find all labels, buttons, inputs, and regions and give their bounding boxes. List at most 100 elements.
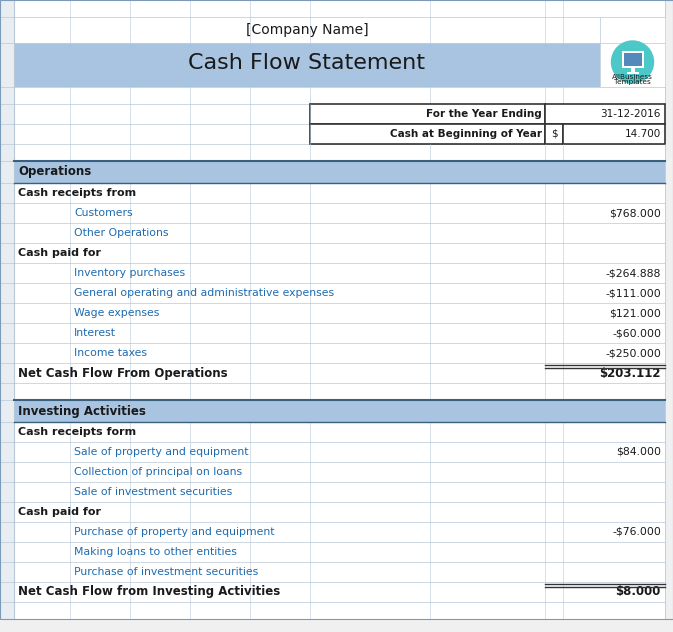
Bar — [627, 71, 639, 74]
Text: Collection of principal on loans: Collection of principal on loans — [74, 467, 242, 477]
Text: $8.000: $8.000 — [616, 585, 661, 599]
Bar — [0, 223, 14, 243]
Bar — [0, 462, 14, 482]
Bar — [0, 303, 14, 323]
Bar — [14, 602, 665, 619]
Bar — [14, 223, 665, 243]
Text: Cash receipts from: Cash receipts from — [18, 188, 136, 198]
Bar — [0, 17, 14, 43]
Text: Other Operations: Other Operations — [74, 228, 168, 238]
Bar — [14, 462, 665, 482]
Text: $203.112: $203.112 — [600, 367, 661, 379]
Text: Interest: Interest — [74, 328, 116, 338]
Bar — [0, 87, 14, 104]
Bar — [14, 263, 665, 283]
Bar — [545, 104, 665, 124]
Bar — [14, 442, 665, 462]
Bar — [0, 562, 14, 582]
Bar — [0, 582, 14, 602]
Bar — [0, 442, 14, 462]
Text: 14.700: 14.700 — [625, 129, 661, 139]
Bar — [14, 283, 665, 303]
Bar — [563, 124, 665, 144]
Text: General operating and administrative expenses: General operating and administrative exp… — [74, 288, 334, 298]
Bar — [0, 323, 14, 343]
Text: Cash paid for: Cash paid for — [18, 248, 101, 258]
Text: Investing Activities: Investing Activities — [18, 404, 146, 418]
Bar — [0, 482, 14, 502]
Text: Purchase of investment securities: Purchase of investment securities — [74, 567, 258, 577]
Bar — [14, 0, 665, 17]
Bar — [0, 522, 14, 542]
Bar — [600, 43, 665, 87]
Text: Cash paid for: Cash paid for — [18, 507, 101, 517]
Bar — [14, 542, 665, 562]
Text: -$264.888: -$264.888 — [606, 268, 661, 278]
Text: Wage expenses: Wage expenses — [74, 308, 160, 318]
Bar — [0, 124, 14, 144]
Bar — [0, 43, 14, 87]
Bar — [0, 400, 14, 422]
Bar — [0, 283, 14, 303]
Bar — [0, 602, 14, 619]
Bar — [600, 17, 665, 43]
Bar — [0, 0, 14, 17]
Text: Cash receipts form: Cash receipts form — [18, 427, 136, 437]
Bar — [14, 522, 665, 542]
Text: $121.000: $121.000 — [609, 308, 661, 318]
Bar — [14, 43, 600, 87]
Text: Templates: Templates — [614, 79, 651, 85]
Bar — [14, 87, 665, 104]
Bar — [14, 383, 665, 400]
Bar — [14, 502, 665, 522]
Ellipse shape — [612, 41, 653, 83]
Text: $84.000: $84.000 — [616, 447, 661, 457]
Text: -$76.000: -$76.000 — [612, 527, 661, 537]
Bar — [0, 203, 14, 223]
Text: -$111.000: -$111.000 — [605, 288, 661, 298]
Bar — [545, 124, 563, 144]
Text: Cash Flow Statement: Cash Flow Statement — [188, 53, 425, 73]
Text: Making loans to other entities: Making loans to other entities — [74, 547, 237, 557]
Bar — [0, 502, 14, 522]
Bar — [0, 144, 14, 161]
Bar — [0, 542, 14, 562]
Bar — [14, 482, 665, 502]
Text: For the Year Ending: For the Year Ending — [426, 109, 542, 119]
Bar — [14, 343, 665, 363]
Bar — [14, 161, 665, 183]
Bar — [14, 104, 310, 124]
Bar — [0, 343, 14, 363]
Bar — [0, 363, 14, 383]
Text: $768.000: $768.000 — [609, 208, 661, 218]
Text: Income taxes: Income taxes — [74, 348, 147, 358]
Bar — [621, 51, 643, 68]
Text: Customers: Customers — [74, 208, 133, 218]
Bar — [0, 422, 14, 442]
Bar — [0, 243, 14, 263]
Bar — [14, 303, 665, 323]
Bar — [0, 383, 14, 400]
Bar — [14, 323, 665, 343]
Text: 31-12-2016: 31-12-2016 — [600, 109, 661, 119]
Bar — [14, 582, 665, 602]
Bar — [310, 104, 545, 124]
Bar — [14, 124, 310, 144]
Text: Net Cash Flow from Investing Activities: Net Cash Flow from Investing Activities — [18, 585, 280, 599]
Bar — [0, 161, 14, 183]
Text: Net Cash Flow From Operations: Net Cash Flow From Operations — [18, 367, 227, 379]
Bar — [14, 400, 665, 422]
Text: Sale of investment securities: Sale of investment securities — [74, 487, 232, 497]
Bar — [14, 363, 665, 383]
Text: -$60.000: -$60.000 — [612, 328, 661, 338]
Bar — [14, 144, 665, 161]
Text: $: $ — [551, 129, 557, 139]
Text: Sale of property and equipment: Sale of property and equipment — [74, 447, 248, 457]
Bar — [14, 203, 665, 223]
Text: [Company Name]: [Company Name] — [246, 23, 368, 37]
Bar — [14, 422, 665, 442]
Bar — [631, 67, 635, 72]
Bar — [0, 263, 14, 283]
Text: Cash at Beginning of Year: Cash at Beginning of Year — [390, 129, 542, 139]
Bar — [0, 183, 14, 203]
